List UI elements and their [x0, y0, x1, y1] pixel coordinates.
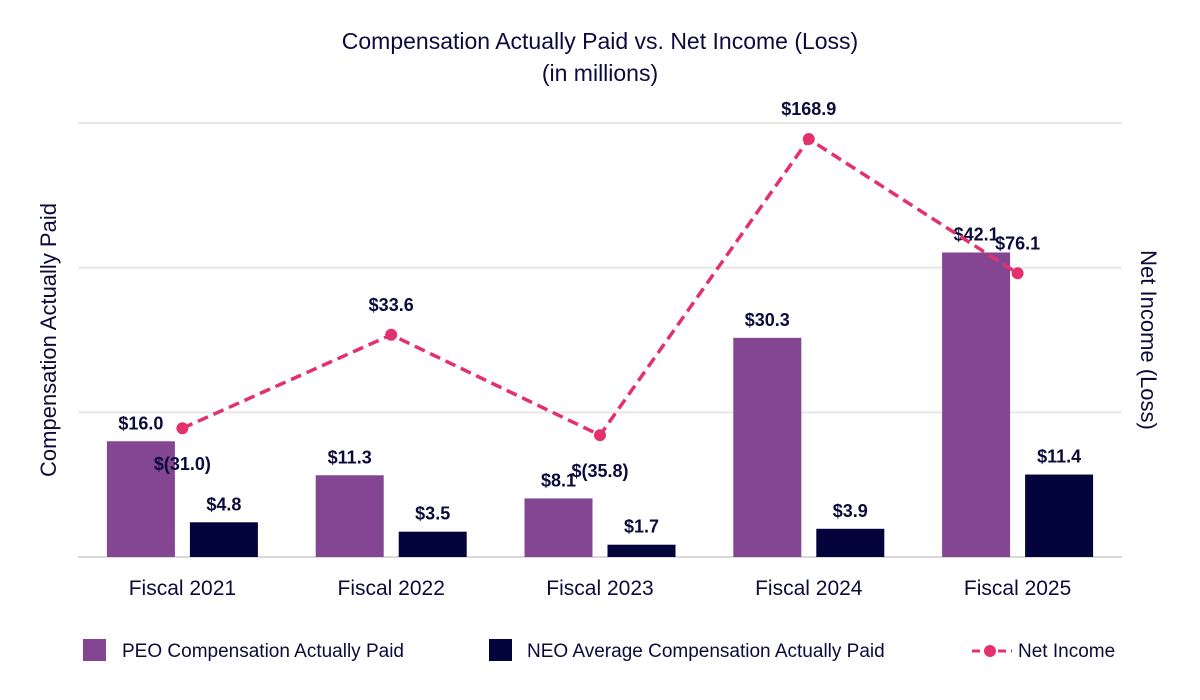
data-label-net-income: $76.1: [995, 233, 1040, 253]
bar-neo: [1025, 474, 1094, 557]
data-label-neo: $4.8: [206, 494, 241, 514]
bar-peo: [106, 441, 175, 557]
net-income-point: [385, 328, 398, 341]
legend: PEO Compensation Actually Paid NEO Avera…: [83, 639, 1115, 662]
data-label-neo: $11.4: [1037, 447, 1081, 467]
data-label-neo: $3.9: [833, 501, 868, 521]
x-tick-label: Fiscal 2024: [755, 577, 863, 600]
legend-marker-net-income: [984, 645, 996, 657]
data-label-net-income: $(35.8): [571, 461, 628, 481]
data-label-neo: $1.7: [624, 517, 659, 537]
x-tick-label: Fiscal 2023: [546, 577, 653, 600]
data-label-peo: $30.3: [745, 310, 790, 330]
legend-label-neo: NEO Average Compensation Actually Paid: [527, 641, 885, 662]
data-label-peo: $16.0: [118, 413, 163, 433]
net-income-point: [1011, 267, 1024, 280]
bar-group: [106, 252, 1094, 557]
legend-label-net-income: Net Income: [1018, 641, 1115, 662]
legend-label-peo: PEO Compensation Actually Paid: [122, 641, 404, 662]
bar-neo: [189, 522, 258, 557]
legend-swatch-neo: [489, 639, 512, 661]
line-group: $(31.0) $33.6 $(35.8) $168.9 $76.1: [154, 99, 1040, 481]
x-tick-label: Fiscal 2025: [964, 577, 1071, 600]
bar-peo: [524, 498, 593, 557]
y-axis-title: Compensation Actually Paid: [36, 203, 61, 477]
net-income-point: [802, 133, 815, 146]
x-tick-group: Fiscal 2021 Fiscal 2022 Fiscal 2023 Fiscal …: [129, 577, 1072, 600]
legend-swatch-peo: [83, 639, 106, 661]
bar-neo: [816, 528, 885, 557]
data-label-net-income: $168.9: [781, 99, 836, 119]
x-tick-label: Fiscal 2022: [338, 577, 445, 600]
bar-peo: [315, 475, 384, 557]
x-tick-label: Fiscal 2021: [129, 577, 236, 600]
data-label-neo: $3.5: [415, 504, 450, 524]
data-label-peo: $42.1: [954, 224, 999, 244]
net-income-point: [594, 429, 606, 442]
data-label-peo: $11.3: [328, 447, 372, 467]
chart-title: Compensation Actually Paid vs. Net Incom…: [342, 28, 858, 54]
bar-peo: [733, 337, 802, 557]
net-income-line: [181, 136, 1019, 438]
net-income-point: [176, 422, 189, 435]
chart-subtitle: (in millions): [542, 60, 658, 86]
bar-label-group: $16.0 $4.8 $11.3 $3.5 $8.1 $1.7 $30.3 $3.9 $42.1…: [118, 224, 1081, 536]
data-label-net-income: $33.6: [369, 295, 414, 315]
bar-neo: [607, 544, 676, 557]
bar-neo: [398, 531, 467, 557]
bar-peo: [942, 252, 1011, 557]
y2-axis-title: Net Income (Loss): [1136, 250, 1161, 430]
data-label-net-income: $(31.0): [154, 454, 211, 474]
data-label-peo: $8.1: [541, 470, 576, 490]
